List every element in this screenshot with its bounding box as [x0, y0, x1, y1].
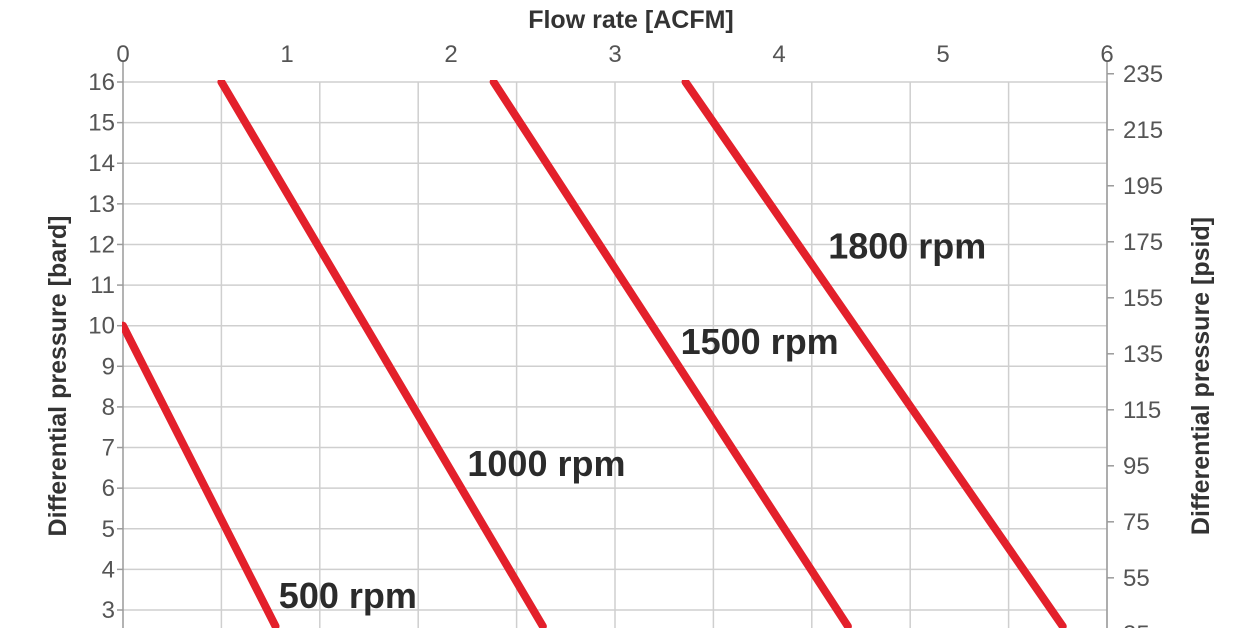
y-tick-label-left: 5: [102, 516, 115, 543]
y-tick-label-right: 175: [1123, 229, 1163, 256]
series-labels: 500 rpm 1000 rpm 1500 rpm 1800 rpm: [279, 226, 987, 616]
y-axis-title-right: Differential pressure [psid]: [1187, 217, 1215, 535]
x-tick-label: 6: [1100, 41, 1113, 68]
y-axis-title-left: Differential pressure [bard]: [44, 216, 72, 537]
x-tick-label: 1: [280, 41, 293, 68]
series-line: [122, 321, 280, 628]
y-tick-label-left: 13: [88, 191, 115, 218]
series-line: [489, 80, 852, 628]
y-tick-label-right: 95: [1123, 453, 1150, 480]
x-tick-label: 0: [116, 41, 129, 68]
series-label: 1500 rpm: [681, 321, 839, 362]
y-tick-label-left: 9: [102, 353, 115, 380]
y-tick-label-right: 55: [1123, 565, 1150, 592]
y-tick-label-left: 8: [102, 394, 115, 421]
y-tick-label-left: 15: [88, 110, 115, 137]
series-lines: [122, 80, 1067, 628]
series-label: 1000 rpm: [467, 443, 625, 484]
axes: [117, 62, 1114, 628]
y-tick-label-right: 155: [1123, 285, 1163, 312]
y-tick-label-left: 3: [102, 597, 115, 624]
x-axis-title: Flow rate [ACFM]: [528, 6, 734, 34]
y-tick-label-right: 35: [1123, 621, 1150, 628]
y-tick-label-right: 115: [1123, 397, 1161, 424]
y-tick-label-right: 75: [1123, 509, 1150, 536]
x-tick-label: 3: [608, 41, 621, 68]
series-label: 500 rpm: [279, 575, 417, 616]
y-tick-label-right: 195: [1123, 173, 1163, 200]
x-tick-label: 2: [444, 41, 457, 68]
y-tick-label-left: 4: [102, 556, 115, 583]
y-tick-label-left: 7: [102, 435, 115, 462]
x-tick-label: 5: [936, 41, 949, 68]
y-tick-label-right: 135: [1123, 341, 1163, 368]
y-tick-label-left: 14: [88, 150, 115, 177]
y-tick-label-right: 235: [1123, 61, 1163, 88]
x-tick-label: 4: [772, 41, 785, 68]
tick-labels: 0123456345678910111213141516355575951151…: [88, 41, 1163, 628]
y-tick-label-left: 10: [88, 313, 115, 340]
y-tick-label-left: 11: [90, 272, 115, 299]
y-tick-label-right: 215: [1123, 117, 1163, 144]
y-tick-label-left: 16: [88, 69, 115, 96]
y-tick-label-left: 6: [102, 475, 115, 502]
series-line: [681, 80, 1067, 628]
series-label: 1800 rpm: [828, 226, 986, 267]
grid-lines: [123, 81, 1108, 628]
series-line: [217, 80, 547, 628]
y-tick-label-left: 12: [88, 231, 115, 258]
